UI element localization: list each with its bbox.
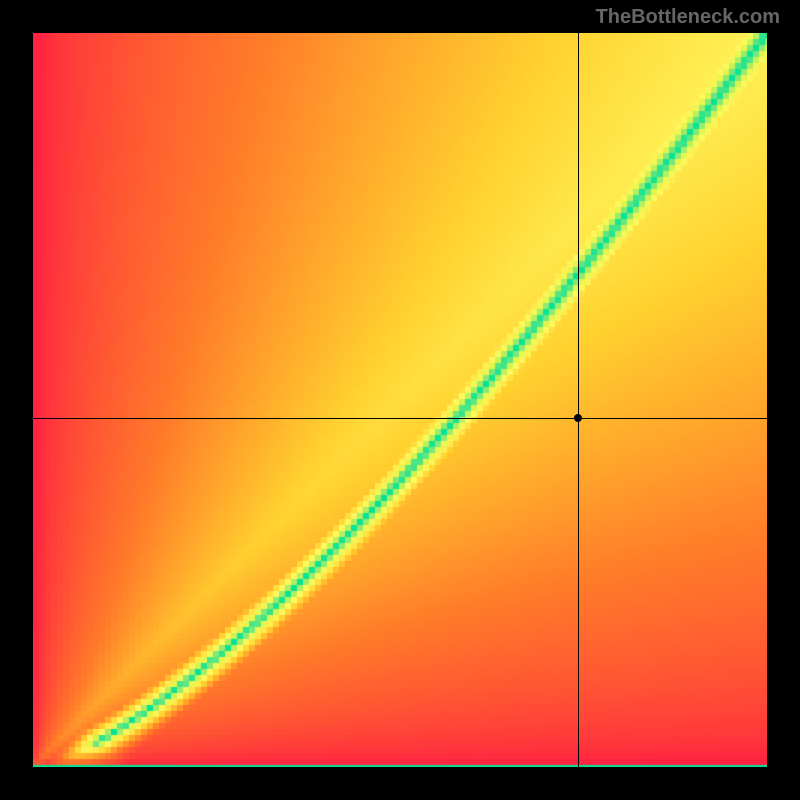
marker-dot xyxy=(574,414,582,422)
crosshair-horizontal xyxy=(0,418,800,419)
watermark-text: TheBottleneck.com xyxy=(596,6,780,29)
heatmap-chart xyxy=(33,33,767,767)
heatmap-canvas xyxy=(33,33,767,767)
